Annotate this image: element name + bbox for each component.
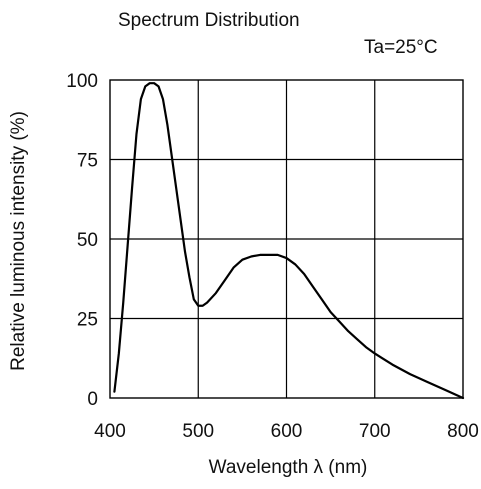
data-point xyxy=(365,346,367,348)
data-point xyxy=(215,292,217,294)
x-tick-label-500: 500 xyxy=(182,421,214,442)
data-point xyxy=(444,389,446,391)
data-point xyxy=(184,251,186,253)
data-point xyxy=(153,82,155,84)
data-point xyxy=(294,263,296,266)
y-tick-labels: 0 25 50 75 100 xyxy=(66,71,98,410)
data-point xyxy=(338,321,341,323)
spectrum-curve xyxy=(113,82,465,400)
x-tick-label-700: 700 xyxy=(359,421,391,442)
data-point xyxy=(347,330,349,332)
data-point xyxy=(285,257,288,259)
data-point xyxy=(188,276,191,278)
data-point xyxy=(232,267,235,269)
data-point xyxy=(197,305,199,307)
x-axis-label: Wavelength λ (nm) xyxy=(209,457,368,478)
temperature-annotation: Ta=25°C xyxy=(364,37,438,58)
data-point xyxy=(241,259,243,261)
data-point xyxy=(193,298,195,301)
y-tick-label-100: 100 xyxy=(66,71,98,92)
data-point xyxy=(391,364,393,366)
x-tick-labels: 400 500 600 700 800 xyxy=(94,421,479,442)
plot-frame xyxy=(109,79,464,399)
data-point xyxy=(140,98,142,100)
data-point xyxy=(122,302,124,304)
data-point xyxy=(206,302,208,304)
data-point xyxy=(202,305,204,307)
data-point xyxy=(149,82,151,84)
data-point xyxy=(330,311,332,313)
y-axis-label: Relative luminous intensity (%) xyxy=(8,111,29,371)
data-point xyxy=(118,352,120,355)
data-point xyxy=(356,338,358,340)
data-point xyxy=(157,85,160,87)
data-points xyxy=(113,82,464,399)
y-tick-label-75: 75 xyxy=(77,151,98,172)
data-point xyxy=(374,352,376,355)
data-point xyxy=(171,155,173,157)
chart-title: Spectrum Distribution xyxy=(118,10,300,31)
data-point xyxy=(250,255,252,258)
data-point xyxy=(427,381,429,383)
data-point xyxy=(303,273,305,275)
y-tick-label-50: 50 xyxy=(77,230,98,251)
data-point xyxy=(162,98,164,100)
data-point xyxy=(113,391,116,393)
x-tick-label-600: 600 xyxy=(271,421,303,442)
grid-layer xyxy=(110,80,463,398)
data-point xyxy=(268,254,270,256)
data-point xyxy=(277,254,279,256)
data-point xyxy=(166,123,168,126)
data-point xyxy=(312,286,314,288)
data-point xyxy=(131,187,133,189)
y-tick-label-0: 0 xyxy=(87,389,98,410)
x-tick-label-800: 800 xyxy=(447,421,479,442)
x-tick-label-400: 400 xyxy=(94,421,126,442)
data-point xyxy=(135,133,138,135)
data-point xyxy=(321,298,323,301)
data-point xyxy=(259,254,261,256)
data-point xyxy=(409,373,411,375)
data-point xyxy=(224,279,226,281)
data-point xyxy=(127,244,129,246)
data-point xyxy=(144,85,146,87)
data-point xyxy=(180,219,182,221)
data-point xyxy=(175,187,177,189)
y-tick-label-25: 25 xyxy=(77,310,98,331)
data-point xyxy=(462,397,464,399)
